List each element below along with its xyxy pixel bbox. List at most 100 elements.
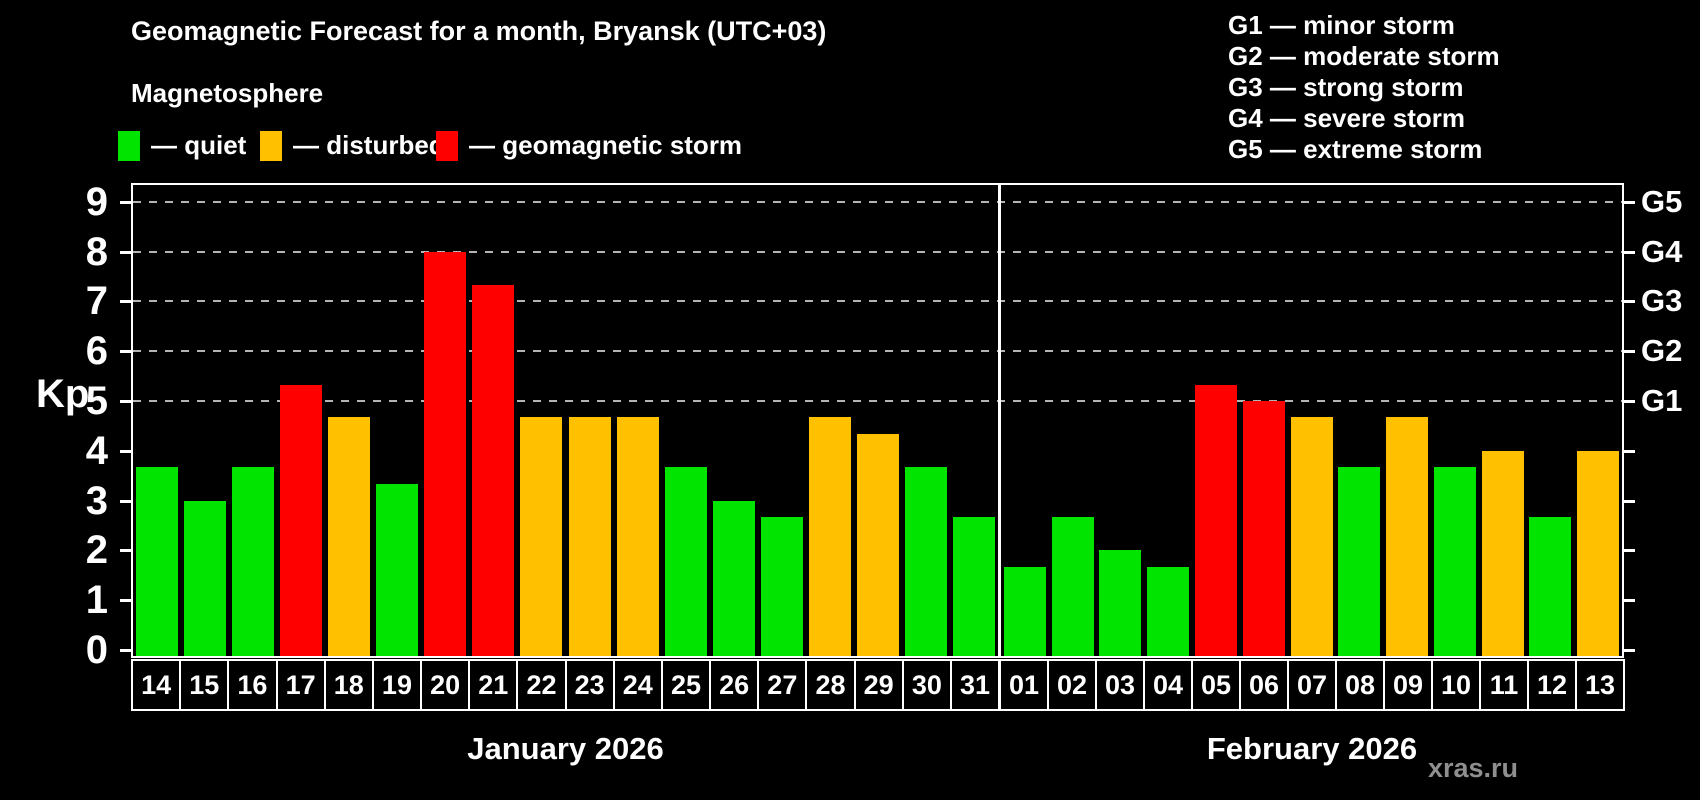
left-tick-1 — [120, 599, 131, 603]
bar-feb-07 — [1290, 417, 1333, 656]
storm-scale-g1: G1 — minor storm — [1228, 10, 1455, 40]
right-axis-label-g3: G3 — [1641, 283, 1683, 319]
day-cell-22: 22 — [516, 659, 567, 711]
bar-jan-19 — [376, 484, 419, 656]
day-cell-17: 17 — [275, 659, 326, 711]
y-tick-label-6: 6 — [85, 329, 108, 374]
day-cell-05: 05 — [1191, 659, 1241, 711]
y-tick-label-1: 1 — [85, 578, 108, 623]
y-tick-label-0: 0 — [85, 628, 108, 672]
day-cell-13: 13 — [1575, 659, 1625, 711]
gridline-6 — [133, 350, 1622, 353]
bar-jan-30 — [904, 467, 947, 656]
legend-item-storm: — geomagnetic storm — [436, 130, 742, 161]
bar-jan-17 — [280, 384, 323, 656]
right-tick-0 — [1624, 649, 1635, 652]
chart-subtitle: Magnetosphere — [131, 78, 324, 108]
day-cell-06: 06 — [1239, 659, 1289, 711]
bar-jan-27 — [760, 517, 803, 656]
left-tick-7 — [120, 300, 131, 304]
day-cell-25: 25 — [660, 659, 712, 711]
day-cell-09: 09 — [1383, 659, 1433, 711]
bar-jan-23 — [568, 417, 611, 656]
right-tick-2 — [1624, 549, 1635, 553]
month-label-january: January 2026 — [467, 731, 664, 766]
left-tick-5 — [120, 400, 131, 403]
bar-jan-24 — [616, 417, 659, 656]
legend-label-quiet: — quiet — [151, 130, 247, 160]
day-cell-26: 26 — [709, 659, 760, 711]
day-cell-27: 27 — [757, 659, 808, 711]
bar-feb-04 — [1147, 566, 1190, 656]
day-cell-23: 23 — [564, 659, 615, 711]
day-cell-29: 29 — [853, 659, 904, 711]
bar-feb-10 — [1433, 467, 1476, 656]
right-axis-label-g4: G4 — [1641, 233, 1683, 269]
bar-feb-13 — [1577, 450, 1620, 656]
bar-feb-05 — [1194, 384, 1237, 656]
y-tick-label-8: 8 — [85, 229, 108, 274]
storm-scale-g5: G5 — extreme storm — [1228, 134, 1483, 164]
legend-label-disturbed: — disturbed — [293, 130, 445, 160]
bar-jan-21 — [472, 284, 515, 656]
right-tick-5 — [1624, 400, 1635, 403]
bar-jan-14 — [136, 467, 179, 656]
left-tick-6 — [120, 350, 131, 354]
bar-feb-12 — [1529, 517, 1572, 656]
day-cell-30: 30 — [901, 659, 952, 711]
legend-label-storm: — geomagnetic storm — [469, 130, 743, 160]
day-cell-28: 28 — [805, 659, 856, 711]
right-axis-label-g1: G1 — [1641, 383, 1683, 418]
day-axis-january: 14 15 16 17 18 19 20 21 22 23 24 25 26 27 28 29 30 31 — [131, 659, 1001, 711]
left-tick-0 — [120, 649, 131, 652]
legend-item-quiet: — quiet — [118, 130, 246, 161]
bar-feb-09 — [1386, 417, 1429, 656]
gridline-8 — [133, 250, 1622, 253]
bar-feb-11 — [1481, 450, 1524, 656]
left-tick-4 — [120, 449, 131, 453]
bar-feb-03 — [1099, 550, 1142, 656]
right-tick-6 — [1624, 350, 1635, 354]
bar-jan-25 — [664, 467, 707, 656]
bar-jan-20 — [424, 251, 467, 656]
right-tick-8 — [1624, 250, 1635, 254]
day-cell-16: 16 — [227, 659, 278, 711]
day-cell-10: 10 — [1431, 659, 1481, 711]
storm-color-swatch — [436, 130, 458, 161]
y-tick-label-4: 4 — [85, 428, 108, 473]
bar-feb-02 — [1051, 517, 1094, 656]
storm-scale-legend: G1 — minor storm G2 — moderate storm G3 … — [1228, 10, 1500, 165]
bar-jan-28 — [808, 417, 851, 656]
day-cell-15: 15 — [179, 659, 230, 711]
day-cell-08: 08 — [1335, 659, 1385, 711]
storm-scale-g2: G2 — moderate storm — [1228, 41, 1500, 71]
bar-jan-15 — [184, 500, 227, 656]
day-cell-20: 20 — [420, 659, 471, 711]
quiet-color-swatch — [118, 130, 140, 161]
bar-feb-08 — [1338, 467, 1381, 656]
left-tick-2 — [120, 549, 131, 553]
gridline-7 — [133, 300, 1622, 303]
day-cell-11: 11 — [1479, 659, 1529, 711]
day-cell-14: 14 — [131, 659, 182, 711]
right-tick-9 — [1624, 200, 1635, 204]
day-cell-24: 24 — [612, 659, 663, 711]
day-cell-31: 31 — [949, 659, 1001, 711]
y-axis-title: Kp — [36, 372, 90, 416]
day-cell-03: 03 — [1095, 659, 1145, 711]
y-tick-label-9: 9 — [85, 179, 108, 224]
bar-jan-22 — [520, 417, 563, 656]
y-tick-label-3: 3 — [85, 478, 108, 523]
day-cell-01: 01 — [999, 659, 1049, 711]
day-cell-21: 21 — [468, 659, 519, 711]
left-tick-9 — [120, 200, 131, 204]
plot-area — [131, 183, 1624, 658]
month-separator — [998, 185, 1001, 656]
right-axis-label-g2: G2 — [1641, 333, 1683, 369]
page-title: Geomagnetic Forecast for a month, Bryans… — [131, 16, 827, 46]
day-cell-04: 04 — [1143, 659, 1193, 711]
right-axis-label-g5: G5 — [1641, 183, 1683, 219]
bar-jan-29 — [856, 434, 899, 656]
right-tick-1 — [1624, 599, 1635, 603]
month-label-february: February 2026 — [1206, 731, 1418, 766]
